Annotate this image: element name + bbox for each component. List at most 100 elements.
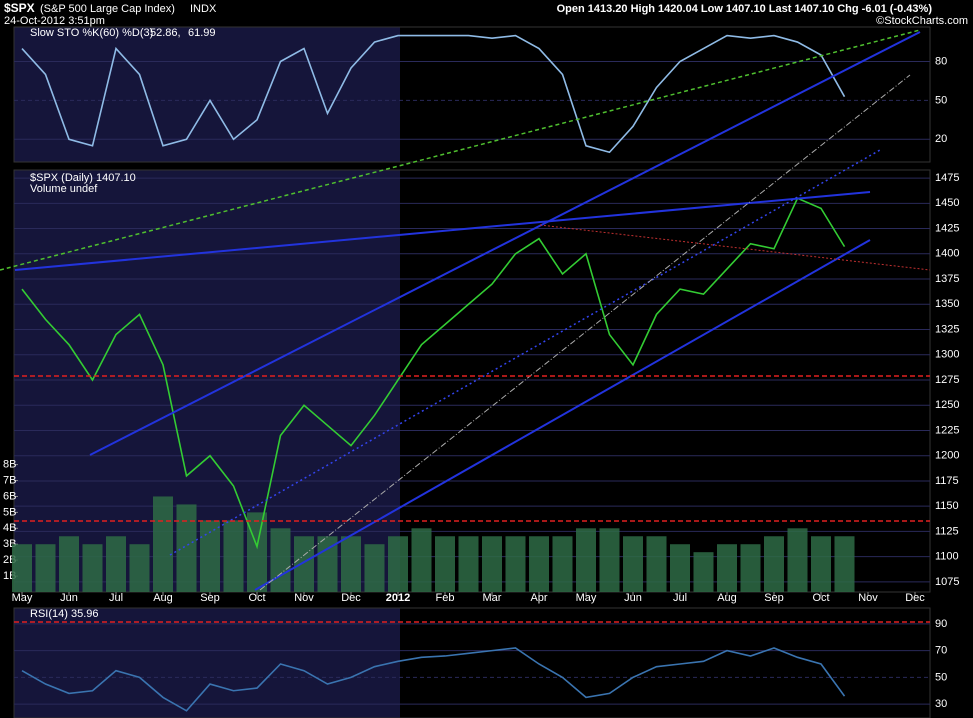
y2-tick-label: 6B	[3, 490, 16, 502]
series-line	[21, 34, 846, 154]
volume-bar	[270, 528, 291, 592]
chart-layers: 20 50 80 1075 1100 1125 1150 1175 1200 1225 1250 12…	[3, 34, 959, 712]
volume-bar	[364, 544, 385, 592]
y-tick-label: 1325	[935, 323, 959, 335]
y-tick-label: 1200	[935, 450, 959, 462]
volume-bar	[129, 544, 150, 592]
volume-bar	[317, 536, 338, 592]
trendline	[0, 29, 921, 271]
volume-bar	[834, 536, 855, 592]
volume-bar	[599, 528, 620, 592]
panel-frame	[13, 26, 931, 163]
volume-bar	[529, 536, 549, 592]
x-tick-label: Jul	[109, 592, 123, 604]
x-tick-label: Jun	[60, 592, 78, 604]
timestamp: 24-Oct-2012 3:51pm	[4, 15, 105, 27]
panel-shade	[14, 608, 400, 718]
y-tick-label: 50	[935, 671, 947, 683]
legend-entry: Volume undef	[30, 183, 98, 195]
x-tick-label: Nov	[858, 592, 878, 604]
volume-bar	[458, 536, 479, 592]
symbol: $SPX	[4, 1, 35, 15]
x-tick-label: Sep	[764, 592, 784, 604]
volume-bar	[576, 528, 596, 592]
x-tick-label: May	[12, 592, 33, 604]
volume-bar	[35, 544, 56, 592]
x-tick-label: Oct	[812, 592, 829, 604]
volume-bar	[435, 536, 455, 592]
y2-tick-label: 8B	[3, 459, 16, 471]
y-tick-label: 50	[935, 94, 947, 106]
volume-bar	[59, 536, 79, 592]
y-tick-label: 1300	[935, 349, 959, 361]
x-tick-label: Nov	[294, 592, 314, 604]
volume-bar	[294, 536, 314, 592]
x-tick-label: Feb	[436, 592, 455, 604]
volume-bar	[505, 536, 526, 592]
y-tick-label: 1375	[935, 273, 959, 285]
y-tick-label: 1125	[935, 525, 959, 537]
trendlines	[0, 29, 931, 623]
y-tick-label: 1475	[935, 172, 959, 184]
volume-bar	[176, 504, 197, 592]
volume-bar	[646, 536, 667, 592]
volume-bar	[106, 536, 126, 592]
panel-shade	[14, 27, 400, 162]
y-tick-label: 80	[935, 55, 947, 67]
panel-title: RSI(14) 35.96	[30, 608, 98, 620]
y-tick-label: 1225	[935, 424, 959, 436]
y-tick-label: 1075	[935, 576, 959, 588]
y-tick-label: 30	[935, 698, 947, 710]
y-tick-label: 1450	[935, 197, 959, 209]
x-tick-label: Aug	[153, 592, 173, 604]
y-tick-label: 1400	[935, 248, 959, 260]
trendline	[539, 224, 931, 271]
index-name: (S&P 500 Large Cap Index)	[40, 3, 175, 15]
volume-bar	[411, 528, 432, 592]
volume-bar	[670, 544, 690, 592]
y2-tick-label: 4B	[3, 522, 16, 534]
volume-bar	[552, 536, 573, 592]
volume-bar	[82, 544, 103, 592]
series-line	[21, 647, 846, 712]
volume-bar	[247, 512, 267, 592]
x-tick-label: 2012	[386, 592, 410, 604]
volume-bar	[341, 536, 361, 592]
y-tick-label: 1250	[935, 399, 959, 411]
y2-tick-label: 7B	[3, 474, 16, 486]
volume-bar	[388, 536, 408, 592]
trendline	[254, 239, 871, 591]
x-tick-label: Jun	[624, 592, 642, 604]
x-tick-label: Mar	[483, 592, 502, 604]
x-tick-label: Jul	[673, 592, 687, 604]
readout: 52.86,	[150, 27, 181, 39]
volume-bar	[787, 528, 808, 592]
y2-tick-label: 5B	[3, 506, 16, 518]
volume-bar	[764, 536, 784, 592]
volume-bar	[200, 520, 220, 592]
y-tick-label: 1275	[935, 374, 959, 386]
x-tick-label: Apr	[530, 592, 547, 604]
x-tick-label: Sep	[200, 592, 220, 604]
y-tick-label: 70	[935, 645, 947, 657]
trendline	[169, 149, 881, 556]
volume-bar	[740, 544, 761, 592]
readout: 61.99	[188, 27, 216, 39]
volume-bar	[153, 496, 173, 592]
y-tick-label: 1175	[935, 475, 959, 487]
x-tick-label: Oct	[248, 592, 265, 604]
panel-title: Slow STO %K(60) %D(3)	[30, 27, 153, 39]
volume-bar	[693, 552, 714, 592]
volume-bar	[12, 544, 32, 592]
series-line	[21, 197, 846, 550]
x-tick-label: Dec	[341, 592, 361, 604]
exchange: INDX	[190, 3, 217, 15]
y-tick-label: 1100	[935, 551, 959, 563]
volume-bar	[623, 536, 643, 592]
x-tick-label: May	[576, 592, 597, 604]
x-tick-label: Dec	[905, 592, 925, 604]
y-tick-label: 1350	[935, 298, 959, 310]
y-tick-label: 1150	[935, 500, 959, 512]
credit: ©StockCharts.com	[876, 15, 968, 27]
